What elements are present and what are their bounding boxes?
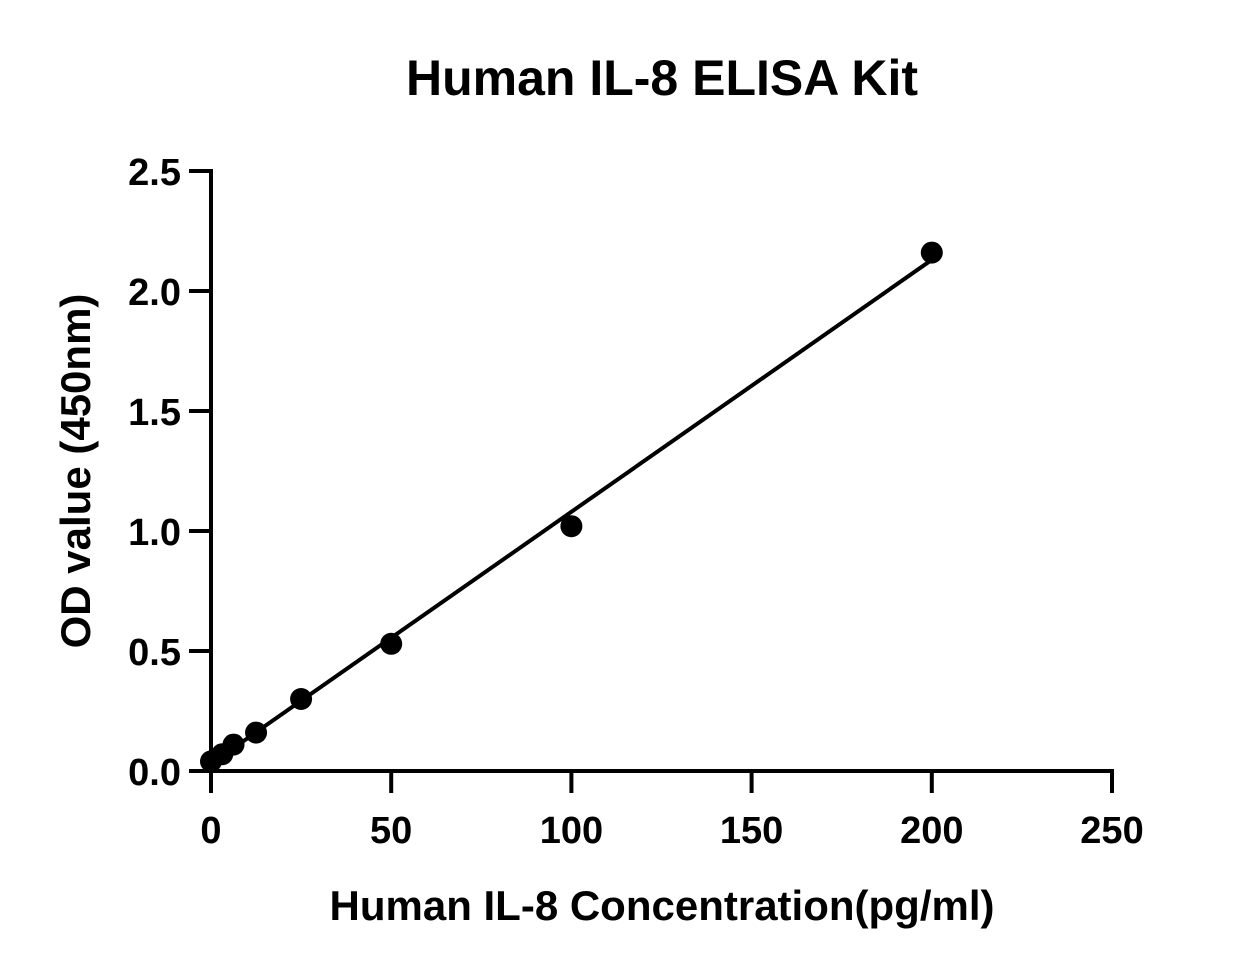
x-tick-label: 0 [200,810,221,852]
data-points [200,241,943,773]
data-point [245,721,268,744]
data-point [222,733,245,756]
y-axis-label: OD value (450nm) [52,294,99,649]
x-tick-label: 50 [370,810,412,852]
x-tick-label: 200 [900,810,963,852]
x-tick-label: 150 [720,810,783,852]
fit-line-group [209,258,933,766]
y-tick-label: 0.0 [128,752,181,794]
data-point [560,515,583,538]
y-tick-label: 2.5 [128,152,181,194]
y-tick-label: 1.0 [128,512,181,554]
x-tick-label: 100 [540,810,603,852]
data-point [380,632,403,655]
tick-marks: 0.0 0.5 1.0 1.5 2.0 2.5 0 50 100 150 200 250 [128,152,1144,852]
x-axis-label: Human IL-8 Concentration(pg/ml) [330,882,995,929]
y-tick-label: 2.0 [128,272,181,314]
fit-line [209,258,933,766]
y-tick-label: 0.5 [128,632,181,674]
chart-title: Human IL-8 ELISA Kit [406,50,918,106]
data-point [290,688,313,710]
y-tick-label: 1.5 [128,392,181,434]
x-tick-label: 250 [1080,810,1143,852]
axes [209,169,1114,773]
data-point [920,241,943,264]
